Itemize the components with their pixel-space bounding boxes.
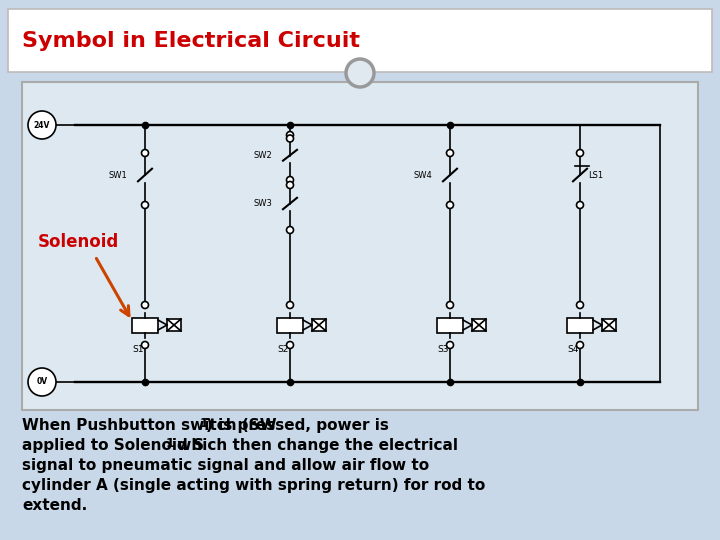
- Text: SW4: SW4: [413, 171, 432, 179]
- Circle shape: [287, 181, 294, 188]
- Text: which then change the electrical: which then change the electrical: [172, 438, 458, 453]
- Circle shape: [577, 201, 583, 208]
- Circle shape: [142, 301, 148, 308]
- Circle shape: [142, 341, 148, 348]
- Bar: [437, 318, 463, 333]
- Text: S2: S2: [277, 345, 289, 354]
- Text: signal to pneumatic signal and allow air flow to: signal to pneumatic signal and allow air…: [22, 458, 429, 473]
- Text: SW3: SW3: [253, 199, 272, 208]
- Circle shape: [28, 368, 56, 396]
- Text: Symbol in Electrical Circuit: Symbol in Electrical Circuit: [22, 31, 360, 51]
- Text: When Pushbutton switch (SW: When Pushbutton switch (SW: [22, 418, 276, 433]
- Text: 24V: 24V: [34, 120, 50, 130]
- Text: ) is pressed, power is: ) is pressed, power is: [206, 418, 389, 433]
- Text: applied to Solenoid S: applied to Solenoid S: [22, 438, 204, 453]
- Circle shape: [346, 59, 374, 87]
- Bar: [567, 318, 593, 333]
- Text: SW1: SW1: [108, 171, 127, 179]
- Text: cylinder A (single acting with spring return) for rod to: cylinder A (single acting with spring re…: [22, 478, 485, 493]
- Circle shape: [577, 301, 583, 308]
- Circle shape: [287, 226, 294, 233]
- Bar: [8, 9, 712, 72]
- Circle shape: [287, 132, 294, 138]
- Circle shape: [287, 177, 294, 184]
- Text: Solenoid: Solenoid: [38, 233, 120, 251]
- Text: S3: S3: [437, 345, 449, 354]
- Circle shape: [28, 111, 56, 139]
- Text: LS1: LS1: [588, 171, 603, 179]
- Text: 1: 1: [199, 417, 208, 430]
- Text: S1: S1: [132, 345, 143, 354]
- Bar: [602, 319, 616, 331]
- Bar: [277, 318, 303, 333]
- Text: 1: 1: [165, 437, 174, 450]
- Text: extend.: extend.: [22, 498, 87, 513]
- Bar: [312, 319, 326, 331]
- Circle shape: [287, 135, 294, 142]
- Circle shape: [142, 201, 148, 208]
- Circle shape: [577, 150, 583, 157]
- Circle shape: [446, 150, 454, 157]
- Bar: [472, 319, 486, 331]
- Bar: [22, 82, 698, 410]
- Circle shape: [577, 341, 583, 348]
- Circle shape: [446, 201, 454, 208]
- Circle shape: [287, 341, 294, 348]
- Bar: [167, 319, 181, 331]
- Bar: [132, 318, 158, 333]
- Circle shape: [287, 301, 294, 308]
- Circle shape: [446, 341, 454, 348]
- Circle shape: [446, 301, 454, 308]
- Text: 0V: 0V: [37, 377, 48, 387]
- Circle shape: [142, 150, 148, 157]
- Text: S4: S4: [567, 345, 578, 354]
- Text: SW2: SW2: [253, 151, 272, 160]
